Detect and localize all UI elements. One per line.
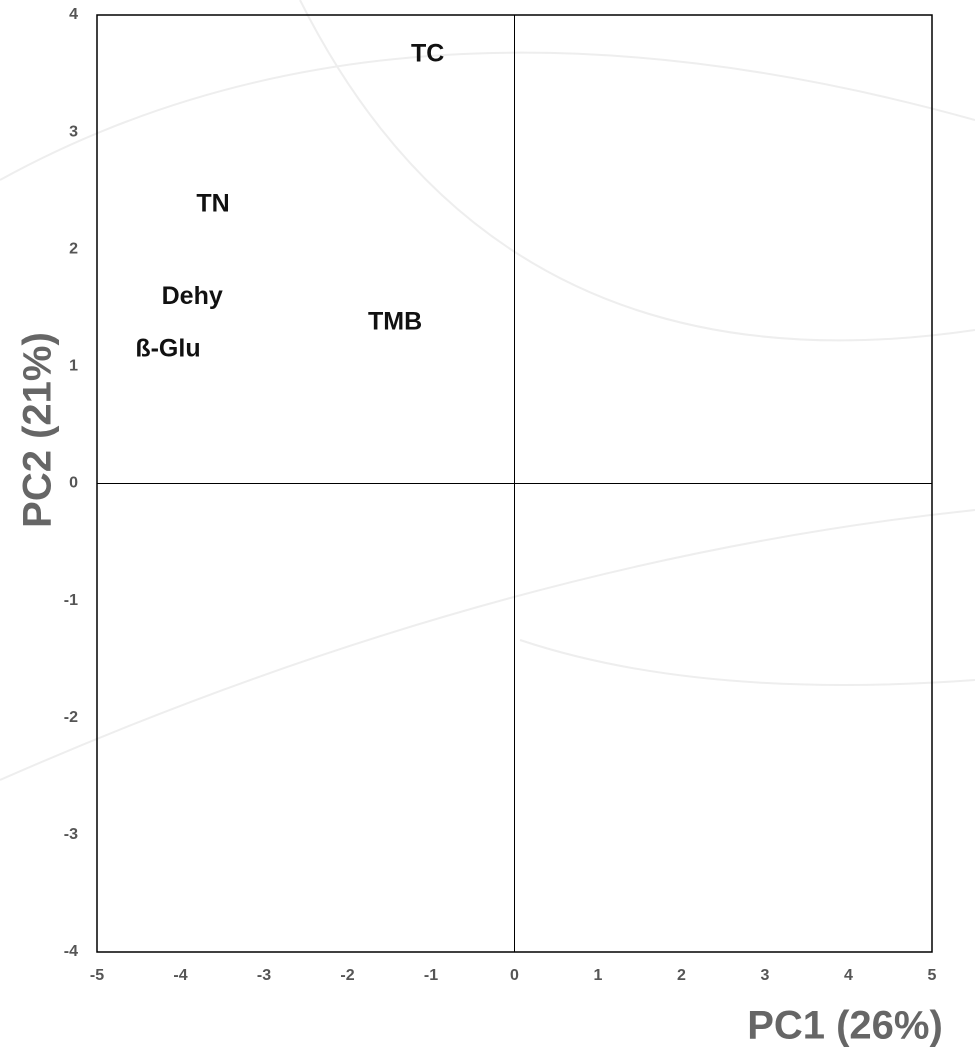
point-label: ß-Glu bbox=[135, 335, 200, 363]
x-tick-label: -3 bbox=[257, 967, 271, 984]
x-tick-label: -2 bbox=[340, 967, 354, 984]
x-tick-label: 5 bbox=[928, 967, 937, 984]
y-tick-label: 2 bbox=[69, 240, 78, 257]
y-tick-label: 4 bbox=[69, 6, 78, 23]
y-tick-label: -4 bbox=[64, 943, 78, 960]
point-label: TN bbox=[196, 189, 229, 217]
x-tick-label: 4 bbox=[844, 967, 853, 984]
x-tick-label: 2 bbox=[677, 967, 686, 984]
x-tick-label: 3 bbox=[761, 967, 770, 984]
point-label: TMB bbox=[368, 308, 422, 336]
y-tick-label: 0 bbox=[69, 475, 78, 492]
point-label: Dehy bbox=[162, 282, 223, 310]
point-label: TC bbox=[411, 39, 444, 67]
x-axis-title: PC1 (26%) bbox=[747, 1004, 943, 1048]
y-tick-label: 1 bbox=[69, 358, 78, 375]
x-tick-label: 0 bbox=[510, 967, 519, 984]
x-tick-label: 1 bbox=[594, 967, 603, 984]
y-tick-label: -1 bbox=[64, 592, 78, 609]
x-tick-label: -1 bbox=[424, 967, 438, 984]
y-tick-label: -2 bbox=[64, 709, 78, 726]
x-tick-label: -5 bbox=[90, 967, 104, 984]
x-tick-label: -4 bbox=[173, 967, 187, 984]
y-tick-label: -3 bbox=[64, 826, 78, 843]
background-decoration bbox=[0, 0, 975, 781]
y-axis-title: PC2 (21%) bbox=[16, 332, 60, 528]
y-tick-label: 3 bbox=[69, 123, 78, 140]
